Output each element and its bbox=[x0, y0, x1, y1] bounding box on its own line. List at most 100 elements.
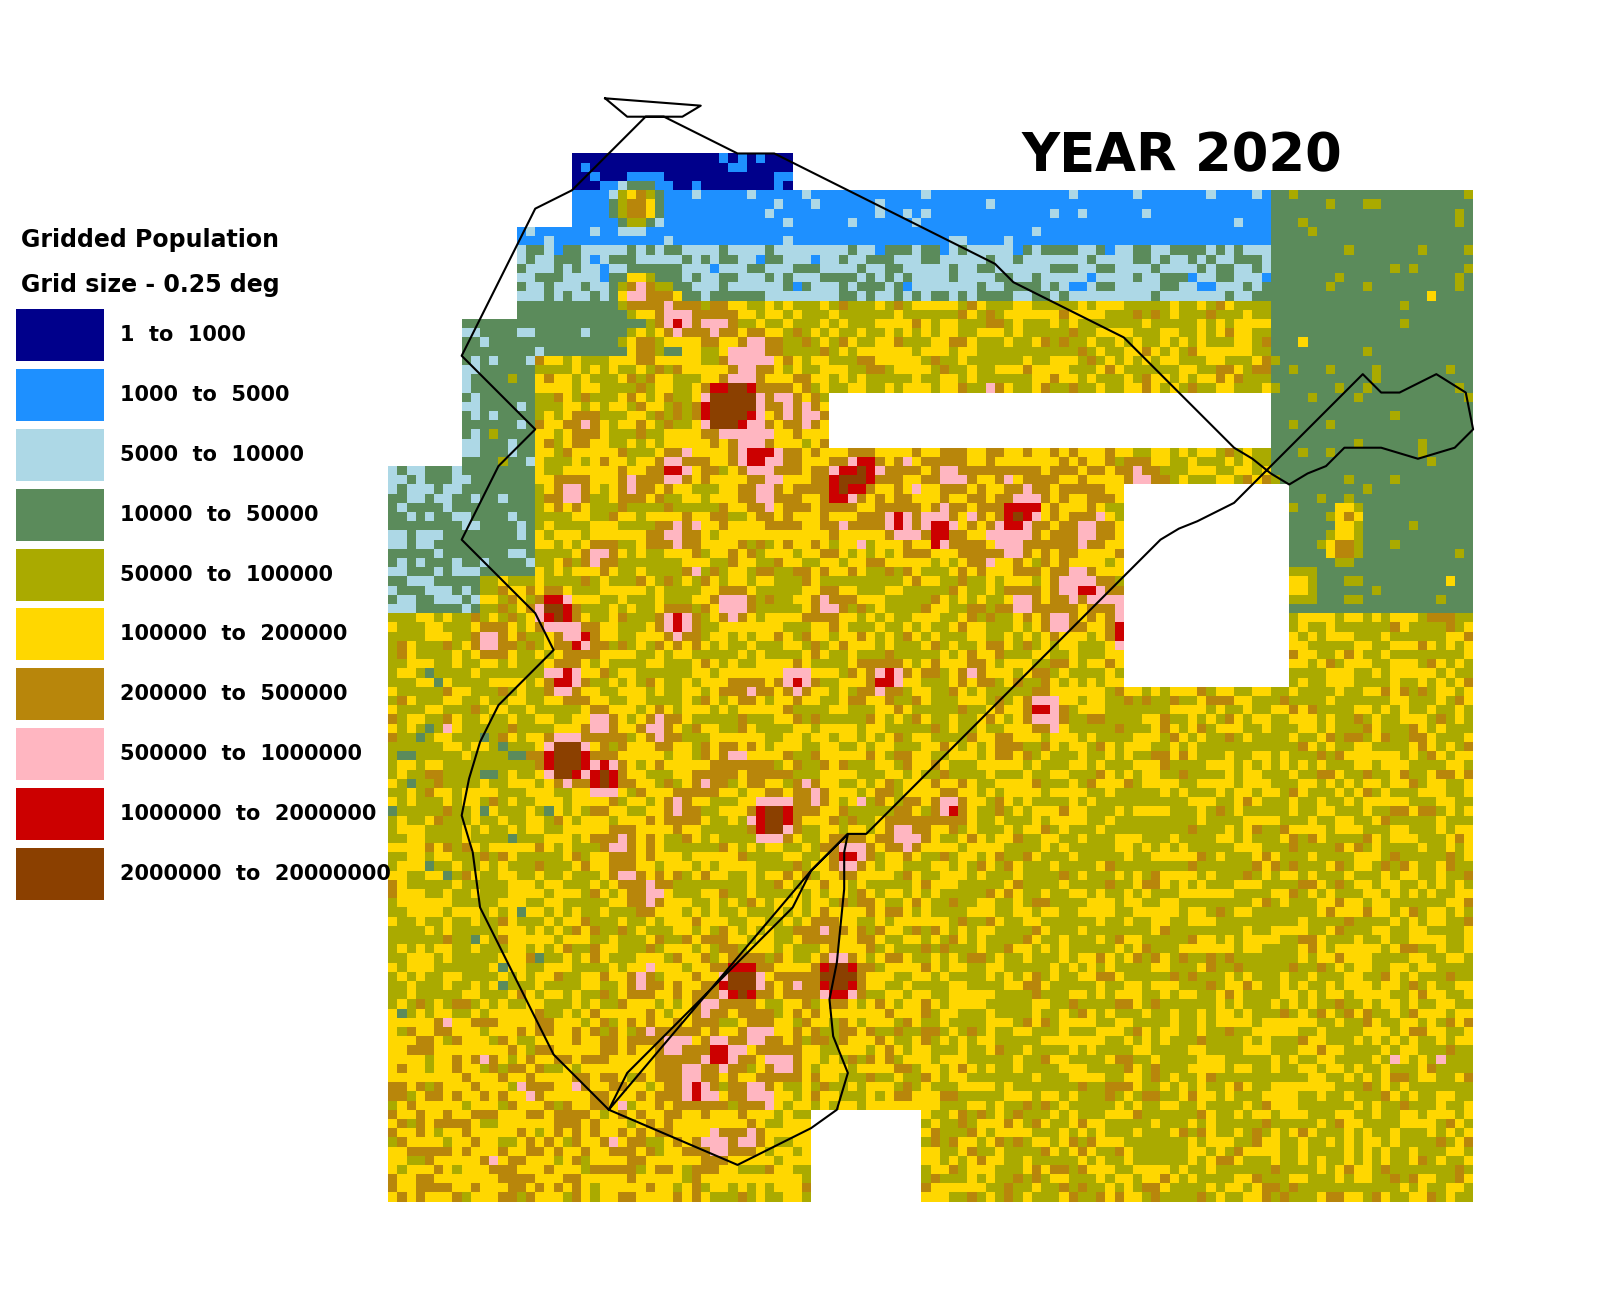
Bar bbox=[1068, 1063, 1078, 1072]
Bar bbox=[388, 1036, 398, 1045]
Bar bbox=[1059, 650, 1068, 659]
Bar bbox=[1262, 742, 1271, 751]
Bar bbox=[1455, 696, 1464, 705]
Bar bbox=[572, 255, 581, 264]
Bar bbox=[388, 485, 398, 494]
Bar bbox=[811, 558, 821, 567]
Bar bbox=[866, 1092, 875, 1101]
Bar bbox=[784, 172, 792, 181]
Bar bbox=[591, 503, 599, 512]
Bar bbox=[692, 503, 701, 512]
Bar bbox=[398, 1147, 407, 1156]
Bar bbox=[535, 456, 545, 467]
Bar bbox=[765, 576, 775, 585]
Bar bbox=[921, 208, 931, 218]
Bar bbox=[599, 815, 608, 824]
Bar bbox=[1105, 476, 1115, 485]
Bar bbox=[1169, 384, 1179, 393]
Bar bbox=[1096, 494, 1105, 503]
Bar bbox=[784, 760, 792, 770]
Bar bbox=[655, 576, 664, 585]
Bar bbox=[628, 512, 636, 521]
Bar bbox=[388, 705, 398, 715]
Bar bbox=[572, 567, 581, 576]
Bar bbox=[775, 237, 784, 246]
Bar bbox=[1436, 291, 1445, 300]
Bar bbox=[517, 632, 525, 641]
Bar bbox=[1354, 595, 1362, 604]
Bar bbox=[848, 632, 858, 641]
Bar bbox=[728, 467, 738, 476]
Bar bbox=[949, 485, 958, 494]
Bar bbox=[1335, 715, 1345, 724]
Bar bbox=[1151, 742, 1161, 751]
Bar bbox=[1464, 972, 1472, 982]
Bar bbox=[554, 467, 562, 476]
Bar bbox=[711, 190, 719, 199]
Bar bbox=[784, 1082, 792, 1092]
Bar bbox=[1032, 991, 1041, 1000]
Bar bbox=[1391, 715, 1399, 724]
Bar bbox=[811, 724, 821, 733]
Bar bbox=[1051, 715, 1059, 724]
Bar bbox=[866, 595, 875, 604]
Bar bbox=[591, 1036, 599, 1045]
Bar bbox=[765, 549, 775, 558]
Bar bbox=[1418, 530, 1428, 540]
Bar bbox=[398, 1119, 407, 1128]
Bar bbox=[977, 953, 985, 962]
Bar bbox=[1391, 898, 1399, 907]
Bar bbox=[765, 356, 775, 365]
Bar bbox=[977, 1101, 985, 1110]
Bar bbox=[1372, 447, 1381, 456]
Bar bbox=[1381, 246, 1391, 255]
Bar bbox=[1289, 1147, 1298, 1156]
Bar bbox=[1381, 540, 1391, 549]
Bar bbox=[1169, 916, 1179, 926]
Bar bbox=[1105, 935, 1115, 944]
Bar bbox=[1215, 218, 1225, 227]
Bar bbox=[949, 733, 958, 742]
Bar bbox=[1428, 1009, 1436, 1018]
Bar bbox=[755, 576, 765, 585]
Bar bbox=[1399, 972, 1409, 982]
Bar bbox=[1051, 632, 1059, 641]
Bar bbox=[1022, 356, 1032, 365]
Bar bbox=[1124, 467, 1132, 476]
Bar bbox=[811, 429, 821, 438]
Bar bbox=[1022, 282, 1032, 291]
Bar bbox=[636, 614, 645, 623]
Bar bbox=[977, 733, 985, 742]
Bar bbox=[1409, 1009, 1418, 1018]
Bar bbox=[949, 1110, 958, 1119]
Bar bbox=[894, 1027, 902, 1036]
Bar bbox=[995, 264, 1005, 273]
Bar bbox=[912, 650, 921, 659]
Bar bbox=[1206, 1027, 1215, 1036]
Bar bbox=[1169, 880, 1179, 889]
Bar bbox=[977, 770, 985, 779]
Bar bbox=[1318, 953, 1326, 962]
Bar bbox=[728, 521, 738, 530]
Bar bbox=[517, 447, 525, 456]
Bar bbox=[1409, 1036, 1418, 1045]
Bar bbox=[1335, 255, 1345, 264]
Bar bbox=[471, 1147, 481, 1156]
Bar bbox=[1005, 549, 1014, 558]
Bar bbox=[985, 318, 995, 328]
Bar bbox=[554, 991, 562, 1000]
Bar bbox=[1372, 585, 1381, 595]
Bar bbox=[645, 1072, 655, 1082]
Bar bbox=[489, 558, 498, 567]
Bar bbox=[608, 1018, 618, 1027]
Bar bbox=[1428, 567, 1436, 576]
Bar bbox=[747, 1045, 755, 1054]
Bar bbox=[525, 476, 535, 485]
Bar bbox=[664, 833, 674, 844]
Bar bbox=[1225, 760, 1234, 770]
Bar bbox=[995, 318, 1005, 328]
Bar bbox=[784, 338, 792, 347]
Bar bbox=[599, 1128, 608, 1138]
Bar bbox=[517, 291, 525, 300]
Bar bbox=[1289, 356, 1298, 365]
